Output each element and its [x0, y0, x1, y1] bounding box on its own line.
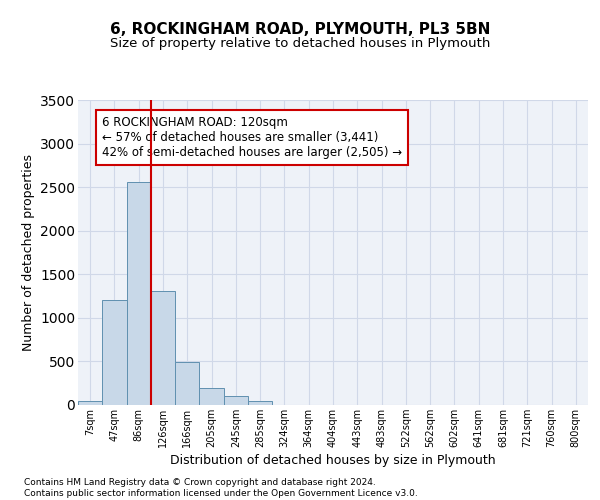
Text: 6, ROCKINGHAM ROAD, PLYMOUTH, PL3 5BN: 6, ROCKINGHAM ROAD, PLYMOUTH, PL3 5BN	[110, 22, 490, 38]
Text: Size of property relative to detached houses in Plymouth: Size of property relative to detached ho…	[110, 38, 490, 51]
Text: Contains HM Land Registry data © Crown copyright and database right 2024.
Contai: Contains HM Land Registry data © Crown c…	[24, 478, 418, 498]
Bar	[175, 362, 199, 405]
Bar	[127, 182, 151, 405]
Bar	[151, 291, 175, 405]
X-axis label: Distribution of detached houses by size in Plymouth: Distribution of detached houses by size …	[170, 454, 496, 467]
Bar	[199, 388, 224, 405]
Bar	[78, 400, 102, 405]
Bar	[102, 300, 127, 405]
Y-axis label: Number of detached properties: Number of detached properties	[22, 154, 35, 351]
Bar	[224, 396, 248, 405]
Text: 6 ROCKINGHAM ROAD: 120sqm
← 57% of detached houses are smaller (3,441)
42% of se: 6 ROCKINGHAM ROAD: 120sqm ← 57% of detac…	[102, 116, 403, 158]
Bar	[248, 400, 272, 405]
